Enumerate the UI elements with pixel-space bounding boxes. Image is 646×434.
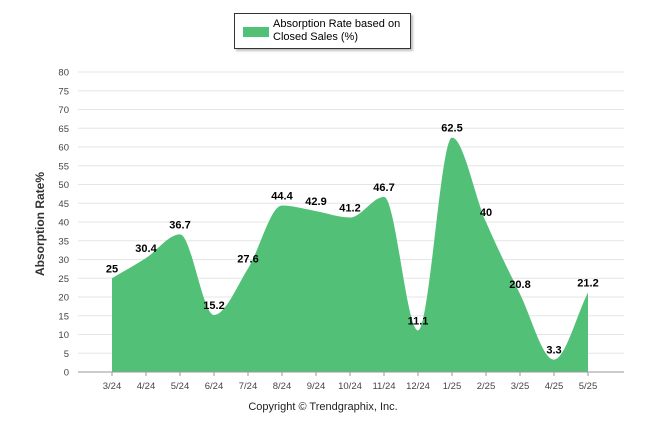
y-tick-label: 75: [58, 86, 69, 97]
x-tick-label: 2/25: [477, 381, 496, 392]
y-tick-label: 30: [58, 255, 69, 266]
data-label: 44.4: [271, 191, 293, 203]
x-axis: 3/24 4/24 5/24 6/24 7/24 8/24 9/24 10/24 11/24 12…: [78, 371, 624, 392]
data-label: 3.3: [546, 345, 561, 357]
x-tick-label: 6/24: [205, 381, 224, 392]
data-label: 20.8: [509, 279, 530, 291]
x-tick-label: 4/24: [137, 381, 156, 392]
data-label: 42.9: [305, 196, 326, 208]
x-tick-label: 10/24: [338, 381, 362, 392]
data-label: 41.2: [339, 203, 360, 215]
legend-swatch: [243, 27, 269, 37]
data-label: 62.5: [441, 123, 462, 135]
y-tick-label: 40: [58, 218, 69, 229]
y-tick-label: 35: [58, 236, 69, 247]
y-tick-label: 60: [58, 143, 69, 154]
x-tick-label: 4/25: [545, 381, 564, 392]
y-tick-label: 80: [58, 68, 69, 79]
data-label: 40: [480, 207, 492, 219]
y-axis-ticks: 0 5 10 15 20 25 30 35 40 45 50 55 60 65 70 75 80: [58, 68, 69, 379]
y-tick-label: 5: [64, 349, 69, 360]
y-axis-label: Absorption Rate%: [33, 171, 47, 277]
legend: Absorption Rate based on Closed Sales (%…: [234, 13, 411, 49]
data-label: 21.2: [577, 278, 598, 290]
data-label: 36.7: [169, 219, 190, 231]
x-tick-label: 3/25: [511, 381, 530, 392]
data-label: 25: [106, 263, 118, 275]
data-labels: 25 30.4 36.7 15.2 27.6 44.4 42.9 41.2 46.7 11.1 62…: [106, 123, 599, 357]
x-tick-label: 12/24: [406, 381, 430, 392]
data-label: 46.7: [373, 182, 394, 194]
y-tick-label: 0: [64, 368, 69, 379]
y-tick-label: 25: [58, 274, 69, 285]
x-tick-label: 5/25: [579, 381, 598, 392]
x-tick-label: 3/24: [103, 381, 122, 392]
data-label: 27.6: [237, 254, 258, 266]
data-label: 15.2: [203, 300, 224, 312]
y-tick-label: 15: [58, 311, 69, 322]
y-tick-label: 45: [58, 199, 69, 210]
x-tick-label: 8/24: [273, 381, 292, 392]
copyright-text: Copyright © Trendgraphix, Inc.: [248, 401, 398, 413]
data-label: 11.1: [408, 315, 429, 327]
x-tick-label: 9/24: [307, 381, 326, 392]
y-tick-label: 55: [58, 161, 69, 172]
y-tick-label: 10: [58, 330, 69, 341]
y-tick-label: 50: [58, 180, 69, 191]
legend-label: Absorption Rate based on Closed Sales (%…: [273, 18, 401, 43]
x-tick-label: 7/24: [239, 381, 258, 392]
x-tick-label: 11/24: [372, 381, 395, 392]
series-area: [112, 137, 588, 372]
y-tick-label: 65: [58, 124, 69, 135]
x-tick-label: 5/24: [171, 381, 190, 392]
x-tick-label: 1/25: [443, 381, 462, 392]
data-label: 30.4: [135, 243, 157, 255]
y-tick-label: 70: [58, 105, 69, 116]
y-tick-label: 20: [58, 293, 69, 304]
